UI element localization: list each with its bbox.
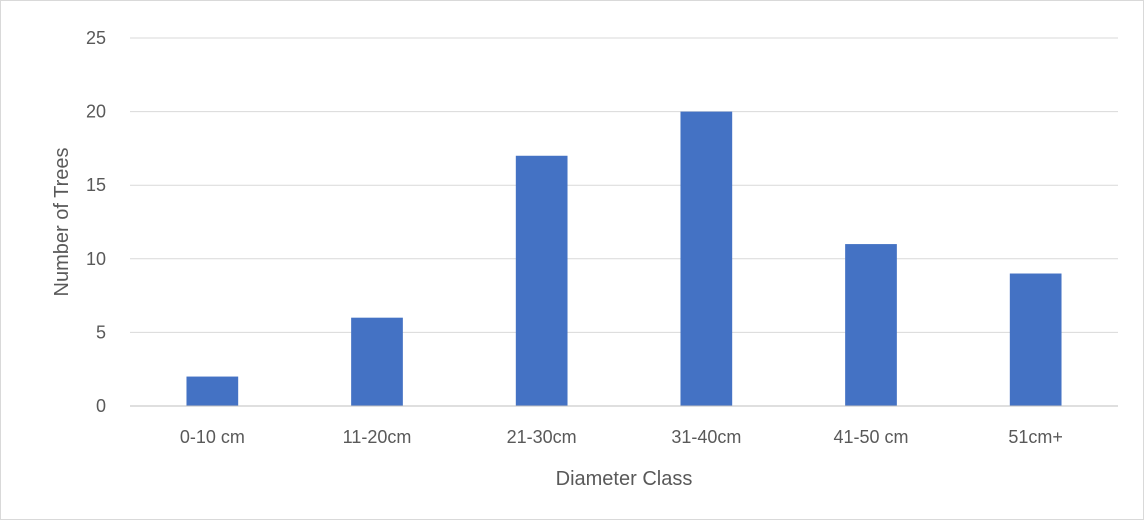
bars: [186, 111, 1062, 406]
bar: [351, 317, 403, 406]
gridlines: [130, 37, 1118, 333]
bar: [186, 376, 239, 406]
x-tick-label: 31-40cm: [671, 427, 741, 447]
x-tick-label: 0-10 cm: [180, 427, 245, 447]
y-tick-label: 15: [86, 175, 106, 195]
x-axis-title: Diameter Class: [556, 468, 693, 490]
x-tick-label: 21-30cm: [507, 427, 577, 447]
bar: [1009, 273, 1062, 406]
x-axis-ticks: 0-10 cm 11-20cm 21-30cm 31-40cm 41-50 cm 51cm…: [180, 427, 1063, 447]
x-tick-label: 51cm+: [1008, 427, 1063, 447]
y-tick-label: 5: [96, 322, 106, 342]
x-tick-label: 41-50 cm: [833, 427, 908, 447]
y-tick-label: 10: [86, 249, 106, 269]
bar: [680, 111, 733, 406]
y-axis-ticks: 0 5 10 15 20 25: [86, 28, 106, 416]
y-axis-title: Number of Trees: [51, 148, 73, 297]
y-tick-label: 0: [96, 396, 106, 416]
bar: [845, 244, 897, 406]
y-tick-label: 25: [86, 28, 106, 48]
bar: [515, 155, 568, 406]
y-tick-label: 20: [86, 102, 106, 122]
x-tick-label: 11-20cm: [343, 427, 412, 447]
